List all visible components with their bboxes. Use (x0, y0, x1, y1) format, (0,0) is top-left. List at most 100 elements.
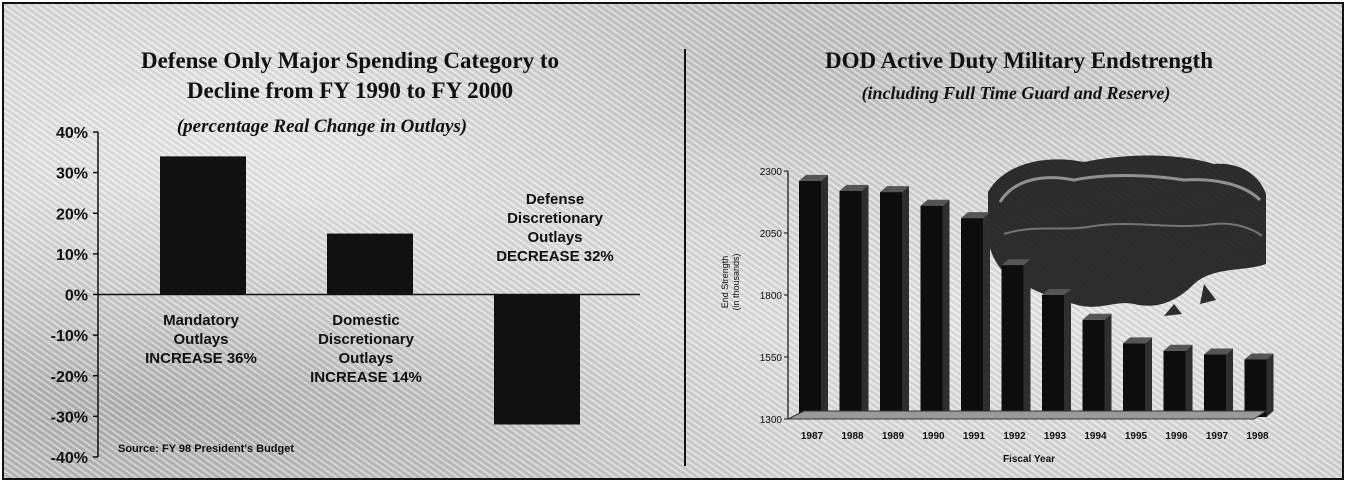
right-bar-1997 (1204, 348, 1233, 417)
right-bar-1994 (1082, 313, 1112, 417)
right-bar-side (861, 184, 869, 417)
right-bar-front (1244, 359, 1267, 417)
right-bar-top (961, 212, 990, 219)
right-y-tick-label: 1800 (760, 291, 783, 302)
right-bar-top (1204, 348, 1233, 355)
right-bar-front (1123, 343, 1145, 417)
right-bars (799, 174, 1274, 417)
right-x-tick-label: 1992 (1003, 431, 1026, 442)
left-y-tick-label: 10% (56, 247, 88, 264)
right-bar-front (961, 218, 983, 417)
right-bar-1987 (799, 174, 828, 417)
left-chart-source: Source: FY 98 President's Budget (118, 443, 294, 455)
left-bar-2 (494, 294, 580, 425)
right-bar-1990 (920, 199, 950, 417)
right-bar-front (1042, 295, 1064, 417)
right-bar-1992 (1001, 259, 1031, 417)
right-x-tick-label: 1995 (1125, 431, 1148, 442)
right-x-tick-label: 1998 (1246, 431, 1269, 442)
right-x-tick-label: 1994 (1084, 431, 1107, 442)
right-x-tick-label: 1996 (1165, 431, 1188, 442)
left-y-tick-label: -20% (51, 369, 88, 386)
right-bar-1998 (1244, 353, 1274, 417)
left-bar-0 (160, 156, 246, 295)
right-bar-1995 (1123, 337, 1152, 417)
left-y-tick-label: 30% (56, 166, 88, 183)
right-x-tick-label: 1993 (1044, 431, 1067, 442)
soldiers-illustration (988, 155, 1266, 322)
chart-canvas: Defense Only Major Spending Category to … (51, 48, 1274, 467)
left-y-tick-label: 40% (56, 125, 88, 142)
left-annotation-line: Defense (526, 191, 584, 208)
right-bar-side (1023, 259, 1031, 417)
right-bar-side (983, 212, 990, 417)
right-x-tick-label: 1990 (922, 431, 945, 442)
left-annotation-line: INCREASE 14% (310, 369, 422, 386)
left-annotation-line: Domestic (332, 312, 400, 329)
right-bar-top (1244, 353, 1274, 360)
right-bar-top (1163, 344, 1193, 351)
left-annotations: Mandatory Outlays INCREASE 36% Domestic Disc… (145, 191, 614, 386)
right-floor (787, 410, 1268, 420)
right-bar-side (1185, 344, 1193, 417)
left-y-tick-label: 0% (65, 288, 88, 305)
right-bar-front (920, 205, 943, 417)
right-y-axis-label-line1: End Strength (720, 256, 730, 309)
left-bars (160, 156, 580, 425)
right-chart-subtitle: (including Full Time Guard and Reserve) (862, 83, 1171, 104)
left-annotation-line: Outlays (527, 229, 582, 246)
right-bar-side (1064, 289, 1071, 417)
right-x-tick-label: 1991 (963, 431, 986, 442)
right-bar-side (1104, 313, 1112, 417)
right-bar-1989 (880, 186, 909, 417)
right-bar-top (1123, 337, 1152, 344)
right-bar-side (1145, 337, 1152, 417)
right-bar-top (1042, 289, 1071, 295)
right-x-tick-label: 1987 (801, 431, 824, 442)
left-annotation-line: Outlays (173, 331, 228, 348)
left-chart-title-line1: Defense Only Major Spending Category to (141, 48, 559, 73)
right-bar-front (799, 180, 821, 417)
left-annotation-line: Outlays (338, 350, 393, 367)
right-chart-title: DOD Active Duty Military Endstrength (825, 48, 1213, 73)
right-bar-front (880, 192, 902, 417)
right-bar-front (1001, 265, 1024, 417)
right-y-tick-label: 2300 (760, 167, 783, 178)
right-bar-side (1266, 353, 1274, 417)
right-bar-front (1204, 354, 1226, 417)
left-y-tick-label: -30% (51, 409, 88, 426)
right-x-tick-label: 1989 (882, 431, 905, 442)
right-bar-top (1082, 313, 1112, 320)
right-bar-side (821, 174, 828, 417)
left-bar-1 (327, 233, 413, 295)
right-bar-1993 (1042, 289, 1071, 417)
left-annotation-line: DECREASE 32% (496, 248, 614, 265)
right-x-axis: 1987 1988 1989 1990 1991 1992 1993 1994 1995 1996… (787, 410, 1269, 442)
left-chart-subtitle: (percentage Real Change in Outlays) (177, 116, 467, 137)
left-y-tick-label: -10% (51, 328, 88, 345)
right-x-axis-label: Fiscal Year (1003, 454, 1055, 465)
left-annotation-line: Discretionary (318, 331, 415, 348)
right-bar-1991 (961, 212, 990, 417)
right-y-axis-label-line2: (in thousands) (731, 253, 741, 310)
right-x-tick-label: 1997 (1206, 431, 1229, 442)
right-bar-top (799, 174, 828, 181)
right-bar-side (1226, 348, 1233, 417)
left-annotation-line: Discretionary (507, 210, 604, 227)
left-annotation-line: Mandatory (163, 312, 240, 329)
left-y-tick-label: 20% (56, 206, 88, 223)
left-chart-title-line2: Decline from FY 1990 to FY 2000 (187, 78, 513, 103)
right-bar-top (880, 186, 909, 193)
right-bar-top (839, 184, 869, 191)
right-bar-front (1082, 319, 1105, 417)
left-y-tick-label: -40% (51, 450, 88, 467)
right-y-tick-label: 1300 (760, 415, 783, 426)
right-bar-side (902, 186, 909, 417)
right-y-tick-label: 2050 (760, 229, 783, 240)
right-x-tick-label: 1988 (841, 431, 864, 442)
right-bar-side (942, 199, 950, 417)
right-bar-front (839, 190, 862, 417)
right-y-tick-label: 1550 (760, 353, 783, 364)
right-y-axis: 2300 2050 1800 1550 1300 (760, 167, 789, 426)
